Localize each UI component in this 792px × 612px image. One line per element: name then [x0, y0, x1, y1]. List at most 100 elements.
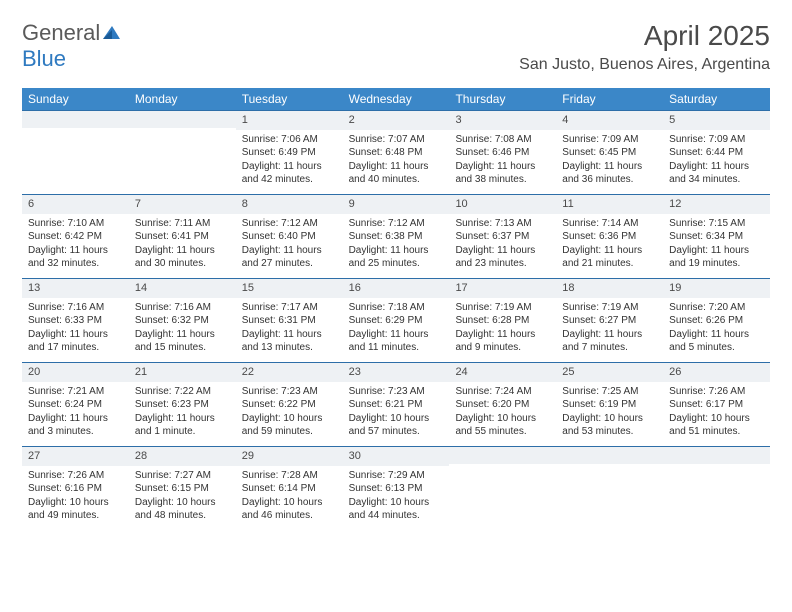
day-line: Sunset: 6:38 PM — [349, 230, 444, 244]
empty-day-bar — [663, 446, 770, 464]
day-line: and 15 minutes. — [135, 341, 230, 355]
day-line: Daylight: 11 hours — [242, 244, 337, 258]
day-line: Daylight: 11 hours — [669, 160, 764, 174]
day-number: 2 — [343, 110, 450, 130]
day-line: and 3 minutes. — [28, 425, 123, 439]
day-line: Sunset: 6:37 PM — [455, 230, 550, 244]
day-line: Sunset: 6:28 PM — [455, 314, 550, 328]
day-number: 29 — [236, 446, 343, 466]
day-line: Sunrise: 7:14 AM — [562, 217, 657, 231]
day-line: Sunset: 6:17 PM — [669, 398, 764, 412]
day-cell: 28Sunrise: 7:27 AMSunset: 6:15 PMDayligh… — [129, 446, 236, 530]
day-line: Sunrise: 7:08 AM — [455, 133, 550, 147]
weekday-friday: Friday — [556, 88, 663, 110]
title-block: April 2025 San Justo, Buenos Aires, Arge… — [519, 20, 770, 74]
day-number: 10 — [449, 194, 556, 214]
day-number: 3 — [449, 110, 556, 130]
day-cell: 14Sunrise: 7:16 AMSunset: 6:32 PMDayligh… — [129, 278, 236, 362]
weekday-monday: Monday — [129, 88, 236, 110]
day-line: Sunrise: 7:22 AM — [135, 385, 230, 399]
day-line: Sunset: 6:33 PM — [28, 314, 123, 328]
day-line: Sunrise: 7:11 AM — [135, 217, 230, 231]
day-content: Sunrise: 7:16 AMSunset: 6:33 PMDaylight:… — [22, 298, 129, 361]
empty-day-bar — [556, 446, 663, 464]
day-content: Sunrise: 7:28 AMSunset: 6:14 PMDaylight:… — [236, 466, 343, 529]
day-line: Sunset: 6:45 PM — [562, 146, 657, 160]
day-content: Sunrise: 7:14 AMSunset: 6:36 PMDaylight:… — [556, 214, 663, 277]
weekday-thursday: Thursday — [449, 88, 556, 110]
day-number: 22 — [236, 362, 343, 382]
day-line: Sunrise: 7:21 AM — [28, 385, 123, 399]
empty-day-bar — [22, 110, 129, 128]
week-row: 13Sunrise: 7:16 AMSunset: 6:33 PMDayligh… — [22, 278, 770, 362]
day-line: Sunset: 6:40 PM — [242, 230, 337, 244]
day-content: Sunrise: 7:16 AMSunset: 6:32 PMDaylight:… — [129, 298, 236, 361]
day-number: 20 — [22, 362, 129, 382]
day-number: 12 — [663, 194, 770, 214]
day-number: 23 — [343, 362, 450, 382]
day-line: Daylight: 11 hours — [455, 244, 550, 258]
day-content: Sunrise: 7:11 AMSunset: 6:41 PMDaylight:… — [129, 214, 236, 277]
day-line: Sunset: 6:19 PM — [562, 398, 657, 412]
day-line: Daylight: 11 hours — [562, 244, 657, 258]
weekday-row: Sunday Monday Tuesday Wednesday Thursday… — [22, 88, 770, 110]
day-number: 19 — [663, 278, 770, 298]
day-line: Sunrise: 7:20 AM — [669, 301, 764, 315]
logo-part2: Blue — [22, 46, 66, 71]
day-line: Daylight: 11 hours — [135, 244, 230, 258]
logo-part1: General — [22, 20, 100, 45]
day-line: Sunrise: 7:28 AM — [242, 469, 337, 483]
day-line: Sunrise: 7:23 AM — [349, 385, 444, 399]
day-cell: 26Sunrise: 7:26 AMSunset: 6:17 PMDayligh… — [663, 362, 770, 446]
day-line: Daylight: 10 hours — [669, 412, 764, 426]
week-row: 6Sunrise: 7:10 AMSunset: 6:42 PMDaylight… — [22, 194, 770, 278]
day-line: Sunrise: 7:19 AM — [562, 301, 657, 315]
day-line: Sunrise: 7:12 AM — [349, 217, 444, 231]
day-cell: 6Sunrise: 7:10 AMSunset: 6:42 PMDaylight… — [22, 194, 129, 278]
day-line: Sunrise: 7:10 AM — [28, 217, 123, 231]
day-content: Sunrise: 7:17 AMSunset: 6:31 PMDaylight:… — [236, 298, 343, 361]
day-cell: 4Sunrise: 7:09 AMSunset: 6:45 PMDaylight… — [556, 110, 663, 194]
day-line: Sunrise: 7:07 AM — [349, 133, 444, 147]
day-line: and 9 minutes. — [455, 341, 550, 355]
day-number: 21 — [129, 362, 236, 382]
day-line: and 11 minutes. — [349, 341, 444, 355]
day-number: 27 — [22, 446, 129, 466]
day-line: Sunset: 6:16 PM — [28, 482, 123, 496]
day-line: Daylight: 10 hours — [242, 496, 337, 510]
day-line: and 17 minutes. — [28, 341, 123, 355]
day-content: Sunrise: 7:12 AMSunset: 6:40 PMDaylight:… — [236, 214, 343, 277]
day-line: and 23 minutes. — [455, 257, 550, 271]
day-line: Sunset: 6:20 PM — [455, 398, 550, 412]
day-number: 9 — [343, 194, 450, 214]
day-line: Daylight: 10 hours — [349, 412, 444, 426]
day-line: Daylight: 11 hours — [669, 328, 764, 342]
day-line: Sunset: 6:34 PM — [669, 230, 764, 244]
day-line: Sunset: 6:24 PM — [28, 398, 123, 412]
weekday-wednesday: Wednesday — [343, 88, 450, 110]
day-line: Sunrise: 7:18 AM — [349, 301, 444, 315]
logo-text: GeneralBlue — [22, 20, 123, 72]
day-line: Daylight: 10 hours — [562, 412, 657, 426]
day-line: Sunrise: 7:09 AM — [562, 133, 657, 147]
day-number: 11 — [556, 194, 663, 214]
day-line: Sunset: 6:21 PM — [349, 398, 444, 412]
day-content: Sunrise: 7:23 AMSunset: 6:21 PMDaylight:… — [343, 382, 450, 445]
day-line: Daylight: 10 hours — [349, 496, 444, 510]
weeks-container: 1Sunrise: 7:06 AMSunset: 6:49 PMDaylight… — [22, 110, 770, 530]
day-line: Sunrise: 7:24 AM — [455, 385, 550, 399]
day-line: Sunrise: 7:26 AM — [28, 469, 123, 483]
day-line: Sunset: 6:23 PM — [135, 398, 230, 412]
day-line: and 55 minutes. — [455, 425, 550, 439]
day-line: Sunset: 6:22 PM — [242, 398, 337, 412]
day-line: Daylight: 11 hours — [135, 412, 230, 426]
day-content: Sunrise: 7:20 AMSunset: 6:26 PMDaylight:… — [663, 298, 770, 361]
day-line: Sunrise: 7:12 AM — [242, 217, 337, 231]
day-number: 6 — [22, 194, 129, 214]
week-row: 20 Sunrise: 7:21 AMSunset: 6:24 PM Dayligh… — [22, 362, 770, 446]
day-line: Sunset: 6:49 PM — [242, 146, 337, 160]
day-line: Sunset: 6:36 PM — [562, 230, 657, 244]
day-line: Sunset: 6:26 PM — [669, 314, 764, 328]
day-line: Sunset: 6:44 PM — [669, 146, 764, 160]
day-line: Sunset: 6:29 PM — [349, 314, 444, 328]
